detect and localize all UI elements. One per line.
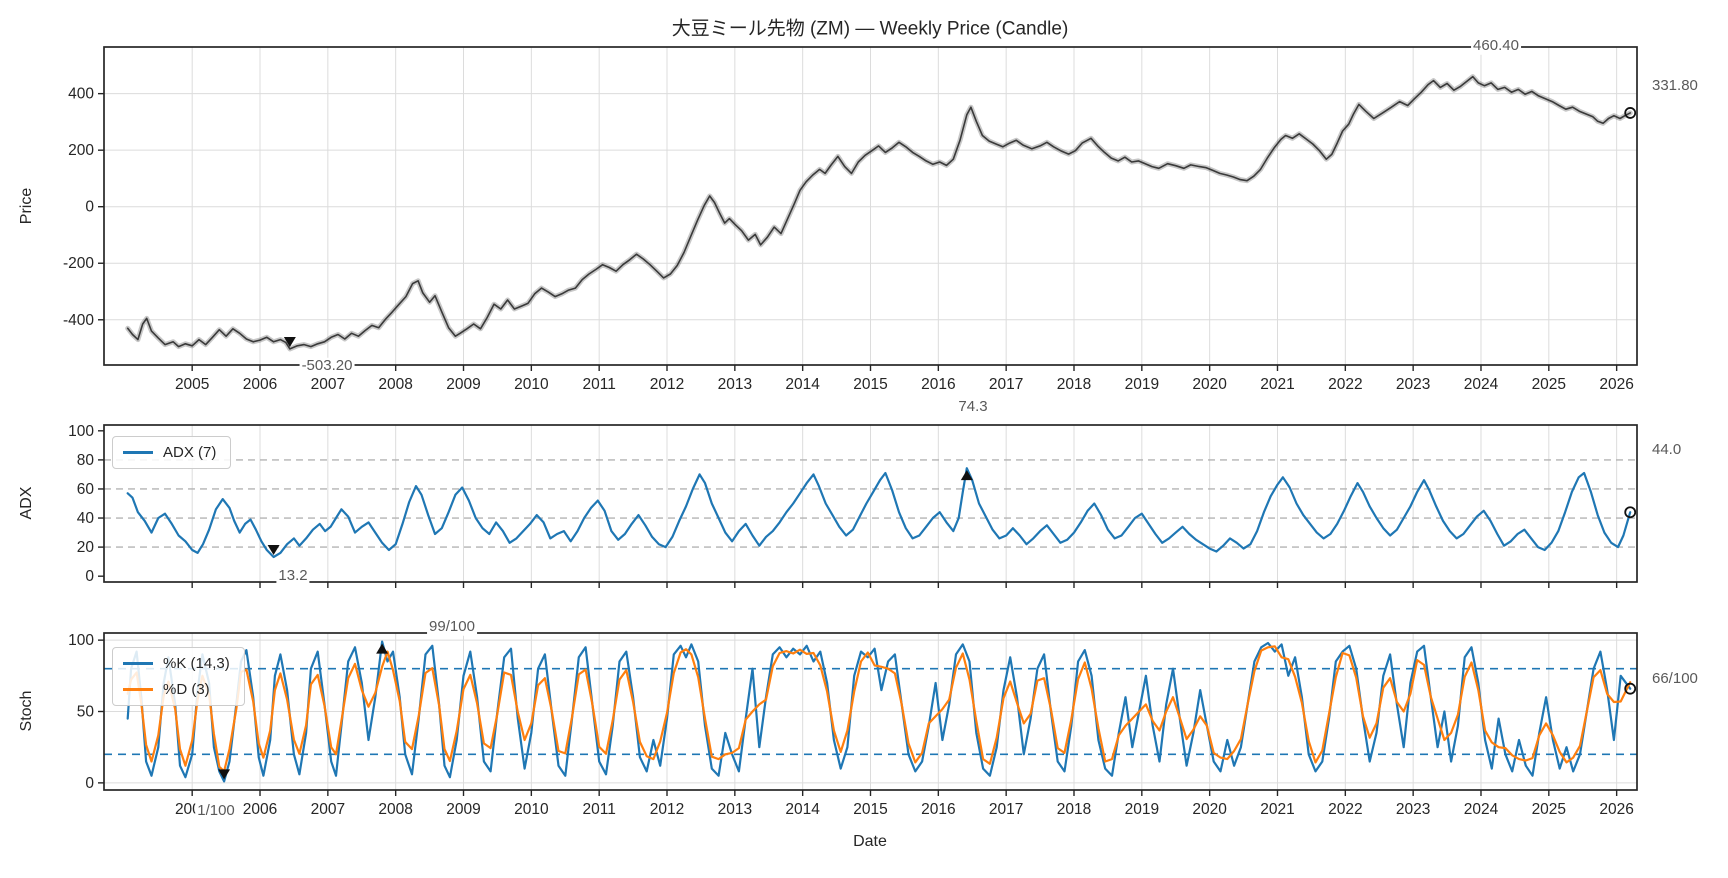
- adx-ytick-label: 40: [77, 510, 95, 527]
- price-xtick-label: 2011: [583, 376, 616, 393]
- stoch-xtick-label: 2025: [1532, 801, 1566, 818]
- price-xtick-label: 2018: [1057, 376, 1091, 393]
- stoch-xtick-label: 2023: [1396, 801, 1430, 818]
- stoch-xtick-label: 2008: [378, 801, 412, 818]
- chart-title: 大豆ミール先物 (ZM) — Weekly Price (Candle): [671, 18, 1069, 40]
- adx-ytick-label: 100: [68, 423, 94, 440]
- price-ytick-label: -400: [63, 312, 94, 329]
- price-xtick-label: 2013: [718, 376, 752, 393]
- stoch-xtick-label: 2019: [1125, 801, 1159, 818]
- stoch-axis-label: Stoch: [18, 690, 35, 732]
- stoch-xtick-label: 2012: [650, 801, 684, 818]
- stoch-xtick-label: 2020: [1192, 801, 1227, 818]
- price-ytick-label: 200: [68, 142, 94, 159]
- stoch-last-marker: [1624, 682, 1637, 695]
- adx-max-annotation: 74.3: [956, 397, 990, 416]
- price-xtick-label: 2006: [243, 376, 277, 393]
- stoch-xtick-label: 2006: [243, 801, 277, 818]
- adx-ytick-label: 80: [77, 452, 95, 469]
- stoch-d-line: [126, 645, 1632, 773]
- price-xtick-label: 2009: [446, 376, 480, 393]
- price-xtick-label: 2019: [1125, 376, 1159, 393]
- stoch-xtick-label: 2018: [1057, 801, 1091, 818]
- price-max-annotation: 460.40: [1471, 36, 1521, 55]
- adx-ytick-label: 20: [77, 539, 95, 556]
- price-xtick-label: 2005: [175, 376, 209, 393]
- stoch-xtick-label: 2009: [446, 801, 480, 818]
- stoch-xtick-label: 2013: [718, 801, 752, 818]
- stoch-max-marker: [376, 643, 389, 654]
- price-xtick-label: 2010: [514, 376, 549, 393]
- price-xtick-label: 2026: [1599, 376, 1633, 393]
- price-xtick-label: 2014: [785, 376, 820, 393]
- stoch-xtick-label: 2024: [1464, 801, 1499, 818]
- date-axis-label: Date: [853, 833, 887, 850]
- adx-line: [126, 467, 1632, 559]
- stoch-ytick-label: 100: [68, 632, 94, 649]
- stoch-k-legend-label: %K (14,3): [163, 655, 230, 672]
- stoch-xtick-label: 2007: [311, 801, 345, 818]
- price-xtick-label: 2025: [1532, 376, 1566, 393]
- price-close-line: [126, 75, 1631, 350]
- stoch-d-line-swatch: [123, 688, 153, 691]
- stoch-d-legend-entry: %D (3): [123, 681, 230, 698]
- stoch-min-marker: [218, 769, 231, 780]
- stoch-xtick-label: 2011: [583, 801, 616, 818]
- price-xtick-label: 2021: [1260, 376, 1294, 393]
- stoch-xtick-label: 2021: [1260, 801, 1294, 818]
- price-min-marker: [283, 336, 296, 347]
- stoch-xtick-label: 2026: [1599, 801, 1633, 818]
- price-ytick-label: 0: [85, 199, 94, 216]
- adx-line-swatch: [123, 451, 153, 454]
- adx-ytick-label: 60: [77, 481, 95, 498]
- stoch-max-annotation: 99/100: [427, 617, 477, 636]
- price-candle-wick-band: [125, 74, 1633, 352]
- stoch-k-legend-entry: %K (14,3): [123, 655, 230, 672]
- adx-min-marker: [267, 544, 280, 555]
- adx-last-marker: [1624, 506, 1637, 519]
- stoch-ytick-label: 0: [85, 775, 94, 792]
- stoch-xtick-label: 2010: [514, 801, 549, 818]
- stoch-last-annotation: 66/100: [1650, 669, 1700, 688]
- stoch-xtick-label: 2015: [853, 801, 887, 818]
- stoch-k-line-swatch: [123, 662, 153, 665]
- price-ytick-label: 400: [68, 86, 94, 103]
- price-xtick-label: 2015: [853, 376, 887, 393]
- stoch-xtick-label: 2014: [785, 801, 820, 818]
- adx-last-annotation: 44.0: [1650, 440, 1684, 459]
- price-last-annotation: 331.80: [1650, 76, 1700, 95]
- price-min-annotation: -503.20: [299, 356, 355, 375]
- adx-min-annotation: 13.2: [276, 566, 310, 585]
- price-last-marker: [1624, 107, 1637, 119]
- price-xtick-label: 2020: [1192, 376, 1227, 393]
- price-xtick-label: 2012: [650, 376, 684, 393]
- adx-axis-label: ADX: [18, 486, 35, 520]
- stoch-d-legend-label: %D (3): [163, 681, 210, 698]
- adx-legend: ADX (7): [112, 436, 232, 469]
- stoch-ytick-label: 50: [77, 704, 95, 721]
- stoch-legend: %K (14,3) %D (3): [112, 647, 245, 706]
- adx-max-marker: [960, 470, 973, 481]
- price-xtick-label: 2007: [311, 376, 345, 393]
- stoch-xtick-label: 2017: [989, 801, 1023, 818]
- adx-legend-entry: ADX (7): [123, 444, 216, 461]
- price-xtick-label: 2024: [1464, 376, 1499, 393]
- price-ytick-label: -200: [63, 255, 94, 272]
- price-xtick-label: 2022: [1328, 376, 1362, 393]
- stoch-xtick-label: 2022: [1328, 801, 1362, 818]
- stoch-xtick-label: 2016: [921, 801, 955, 818]
- price-xtick-label: 2008: [378, 376, 412, 393]
- adx-legend-label: ADX (7): [163, 444, 217, 461]
- price-axis-label: Price: [18, 187, 35, 225]
- price-xtick-label: 2023: [1396, 376, 1430, 393]
- adx-ytick-label: 0: [85, 568, 94, 585]
- price-xtick-label: 2016: [921, 376, 955, 393]
- stoch-min-annotation: 1/100: [195, 801, 237, 820]
- price-xtick-label: 2017: [989, 376, 1023, 393]
